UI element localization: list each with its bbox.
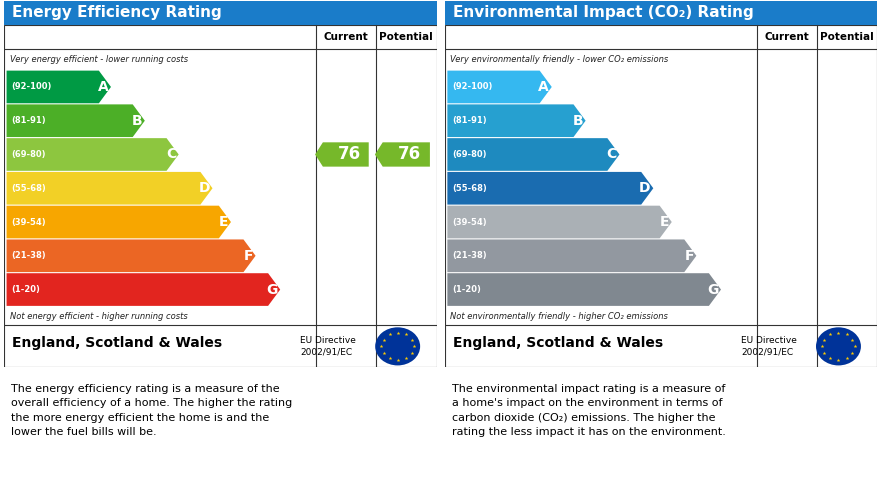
Polygon shape <box>6 206 231 238</box>
Bar <box>445 1 877 25</box>
Text: A: A <box>98 80 108 94</box>
Text: The energy efficiency rating is a measure of the
overall efficiency of a home. T: The energy efficiency rating is a measur… <box>11 384 292 437</box>
Text: Potential: Potential <box>820 32 874 42</box>
Text: F: F <box>244 249 253 263</box>
Polygon shape <box>375 142 430 167</box>
Polygon shape <box>447 273 721 306</box>
Text: E: E <box>660 215 669 229</box>
Text: (39-54): (39-54) <box>11 217 47 226</box>
Polygon shape <box>315 142 369 167</box>
Text: The environmental impact rating is a measure of
a home's impact on the environme: The environmental impact rating is a mea… <box>451 384 725 437</box>
Text: A: A <box>539 80 549 94</box>
Text: EU Directive
2002/91/EC: EU Directive 2002/91/EC <box>300 336 356 357</box>
Text: (1-20): (1-20) <box>452 285 481 294</box>
Text: (39-54): (39-54) <box>452 217 488 226</box>
Bar <box>4 1 436 25</box>
Text: (92-100): (92-100) <box>11 82 52 91</box>
Polygon shape <box>447 105 585 137</box>
Text: (1-20): (1-20) <box>11 285 40 294</box>
Text: (69-80): (69-80) <box>452 150 487 159</box>
Text: Not energy efficient - higher running costs: Not energy efficient - higher running co… <box>10 312 187 320</box>
Polygon shape <box>447 172 653 205</box>
Text: G: G <box>707 282 718 297</box>
Text: 76: 76 <box>399 145 422 164</box>
Text: G: G <box>267 282 277 297</box>
Polygon shape <box>6 105 145 137</box>
Text: Environmental Impact (CO₂) Rating: Environmental Impact (CO₂) Rating <box>453 5 754 20</box>
Polygon shape <box>447 240 696 272</box>
Text: (81-91): (81-91) <box>11 116 47 125</box>
Text: Current: Current <box>764 32 809 42</box>
Text: (55-68): (55-68) <box>452 184 488 193</box>
Text: England, Scotland & Wales: England, Scotland & Wales <box>12 336 223 350</box>
Text: (92-100): (92-100) <box>452 82 493 91</box>
Text: EU Directive
2002/91/EC: EU Directive 2002/91/EC <box>741 336 797 357</box>
Text: England, Scotland & Wales: England, Scotland & Wales <box>453 336 664 350</box>
Text: C: C <box>165 147 176 162</box>
Circle shape <box>375 327 420 365</box>
Text: Energy Efficiency Rating: Energy Efficiency Rating <box>12 5 222 20</box>
Text: 76: 76 <box>338 145 361 164</box>
Text: (21-38): (21-38) <box>11 251 47 260</box>
Text: (21-38): (21-38) <box>452 251 488 260</box>
Text: (55-68): (55-68) <box>11 184 47 193</box>
Text: B: B <box>572 114 583 128</box>
Text: D: D <box>639 181 650 195</box>
Text: Potential: Potential <box>379 32 433 42</box>
Text: Very environmentally friendly - lower CO₂ emissions: Very environmentally friendly - lower CO… <box>451 55 669 64</box>
Polygon shape <box>6 70 111 103</box>
Text: (69-80): (69-80) <box>11 150 47 159</box>
Text: D: D <box>198 181 210 195</box>
Text: (81-91): (81-91) <box>452 116 488 125</box>
Circle shape <box>816 327 861 365</box>
Polygon shape <box>447 70 552 103</box>
Text: E: E <box>219 215 229 229</box>
Text: C: C <box>606 147 617 162</box>
Text: Current: Current <box>324 32 368 42</box>
Polygon shape <box>6 273 280 306</box>
Polygon shape <box>6 138 179 171</box>
Polygon shape <box>447 206 671 238</box>
Polygon shape <box>6 172 212 205</box>
Text: F: F <box>685 249 693 263</box>
Text: Not environmentally friendly - higher CO₂ emissions: Not environmentally friendly - higher CO… <box>451 312 668 320</box>
Text: B: B <box>132 114 143 128</box>
Text: Very energy efficient - lower running costs: Very energy efficient - lower running co… <box>10 55 187 64</box>
Polygon shape <box>6 240 255 272</box>
Polygon shape <box>447 138 620 171</box>
